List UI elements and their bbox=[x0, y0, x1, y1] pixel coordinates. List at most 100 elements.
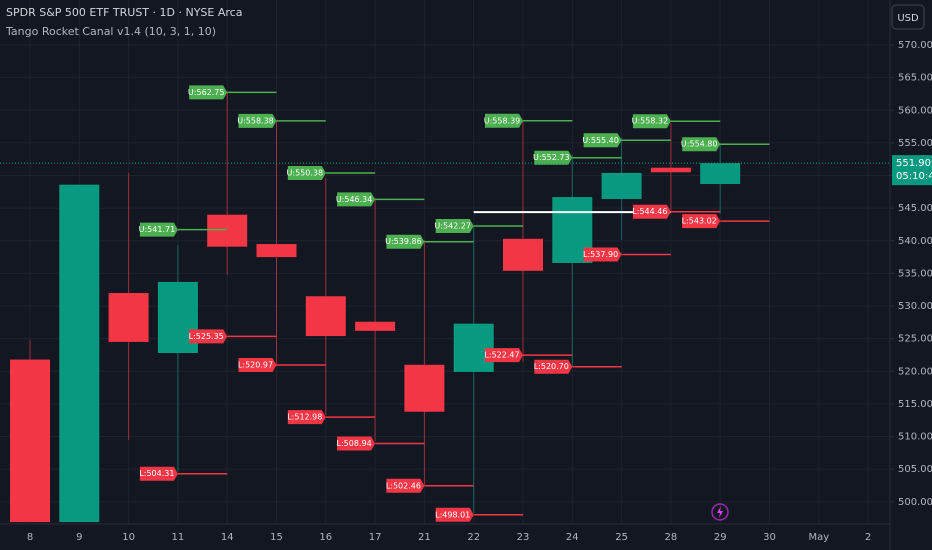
y-tick-label: 520.00 bbox=[898, 366, 932, 377]
x-tick-label: 30 bbox=[763, 532, 776, 543]
level-label: U:558.38 bbox=[237, 116, 274, 125]
level-label: U:552.73 bbox=[533, 153, 570, 162]
currency-button[interactable] bbox=[891, 4, 925, 30]
y-tick-label: 515.00 bbox=[898, 399, 932, 410]
x-tick-label: 14 bbox=[221, 532, 234, 543]
candle-body bbox=[108, 292, 149, 342]
x-tick-label: 2 bbox=[865, 532, 871, 543]
level-tag bbox=[337, 192, 376, 207]
x-tick-label: 29 bbox=[714, 532, 727, 543]
level-tag bbox=[485, 113, 523, 128]
currency-label[interactable]: USD bbox=[897, 13, 919, 24]
x-tick-label: 10 bbox=[122, 532, 135, 543]
y-tick-label: 555.00 bbox=[898, 138, 932, 149]
y-tick-label: 535.00 bbox=[898, 268, 932, 279]
level-label: L:508.94 bbox=[337, 439, 372, 448]
candle-body bbox=[404, 364, 445, 412]
level-tag bbox=[337, 436, 376, 451]
level-label: U:542.27 bbox=[434, 221, 471, 230]
x-tick-label: 11 bbox=[172, 532, 185, 543]
candle-body bbox=[700, 163, 741, 185]
level-label: U:554.80 bbox=[681, 140, 718, 149]
level-label: U:562.75 bbox=[188, 88, 225, 97]
y-tick-label: 560.00 bbox=[898, 105, 932, 116]
candle-body bbox=[256, 244, 297, 258]
candle-body bbox=[10, 359, 50, 523]
x-tick-label: 15 bbox=[270, 532, 283, 543]
level-label: U:558.32 bbox=[632, 117, 669, 126]
level-tag bbox=[287, 166, 326, 181]
chart-title: SPDR S&P 500 ETF TRUST · 1D · NYSE Arca bbox=[6, 6, 242, 19]
x-tick-label: 22 bbox=[467, 532, 480, 543]
candle-body bbox=[59, 184, 100, 523]
level-label: L:525.35 bbox=[189, 332, 224, 341]
x-tick-label: 24 bbox=[566, 532, 579, 543]
level-label: L:498.01 bbox=[435, 510, 470, 519]
y-tick-label: 570.00 bbox=[898, 40, 932, 51]
level-tag bbox=[139, 222, 178, 237]
level-tag bbox=[632, 114, 671, 129]
y-tick-label: 500.00 bbox=[898, 497, 932, 508]
level-label: L:512.98 bbox=[287, 413, 322, 422]
level-label: L:504.31 bbox=[139, 469, 174, 478]
x-tick-label: 28 bbox=[665, 532, 678, 543]
level-tag bbox=[534, 359, 573, 374]
level-tag bbox=[485, 348, 523, 363]
indicator-name: Tango Rocket Canal v1.4 (10, 3, 1, 10) bbox=[5, 25, 216, 38]
last-price-box bbox=[892, 155, 932, 186]
level-label: U:541.71 bbox=[139, 225, 176, 234]
level-tag bbox=[632, 204, 671, 219]
alert-icon bbox=[711, 503, 729, 521]
level-tag bbox=[435, 507, 474, 522]
x-tick-label: 21 bbox=[418, 532, 431, 543]
level-tag bbox=[189, 329, 228, 344]
level-tag bbox=[435, 218, 474, 233]
y-tick-label: 510.00 bbox=[898, 432, 932, 443]
candle-body bbox=[503, 238, 543, 271]
y-tick-label: 540.00 bbox=[898, 236, 932, 247]
y-tick-label: 565.00 bbox=[898, 73, 932, 84]
level-label: U:539.86 bbox=[385, 237, 422, 246]
level-tag bbox=[238, 357, 277, 372]
level-tag bbox=[583, 133, 622, 148]
candle-body bbox=[207, 214, 248, 247]
x-tick-label: 17 bbox=[369, 532, 382, 543]
candle-body bbox=[650, 167, 691, 173]
x-tick-label: 25 bbox=[615, 532, 628, 543]
level-label: U:546.34 bbox=[336, 195, 373, 204]
level-label: L:520.70 bbox=[534, 362, 569, 371]
level-tag bbox=[238, 113, 277, 128]
level-label: L:543.02 bbox=[682, 217, 717, 226]
x-tick-label: 23 bbox=[517, 532, 530, 543]
x-tick-label: 16 bbox=[319, 532, 332, 543]
x-tick-label: 8 bbox=[27, 532, 33, 543]
y-tick-label: 505.00 bbox=[898, 464, 932, 475]
level-tag bbox=[534, 150, 573, 165]
level-tag bbox=[583, 247, 622, 262]
level-label: L:520.97 bbox=[238, 360, 273, 369]
level-tag bbox=[386, 478, 425, 493]
last-price-label: 551.90 bbox=[896, 158, 931, 169]
y-tick-label: 530.00 bbox=[898, 301, 932, 312]
level-label: L:502.46 bbox=[386, 481, 421, 490]
candle-body bbox=[601, 172, 642, 200]
level-tag bbox=[386, 234, 425, 249]
level-tag bbox=[139, 466, 178, 481]
level-tag bbox=[682, 214, 721, 229]
candle-body bbox=[453, 323, 494, 372]
level-tag bbox=[682, 137, 721, 152]
level-label: U:558.39 bbox=[484, 116, 521, 125]
candle-body bbox=[305, 296, 346, 337]
x-tick-label: May bbox=[808, 532, 829, 543]
y-tick-label: 545.00 bbox=[898, 203, 932, 214]
countdown-label: 05:10:45 bbox=[896, 171, 932, 182]
level-label: U:555.40 bbox=[582, 136, 619, 145]
level-label: L:537.90 bbox=[583, 250, 618, 259]
y-tick-label: 525.00 bbox=[898, 334, 932, 345]
level-label: L:522.47 bbox=[484, 351, 519, 360]
level-tag bbox=[189, 85, 228, 100]
x-tick-label: 9 bbox=[76, 532, 82, 543]
level-label: U:550.38 bbox=[287, 169, 324, 178]
